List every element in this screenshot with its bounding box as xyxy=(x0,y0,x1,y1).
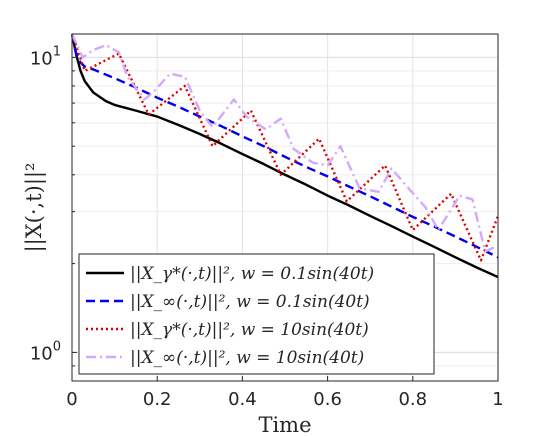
x-tick-label: 0.8 xyxy=(398,389,427,410)
y-tick-label: 100 xyxy=(30,339,61,364)
y-tick-label: 101 xyxy=(30,44,61,69)
legend-label: ||X_∞(·,t)||², w = 0.1sin(40t) xyxy=(130,292,370,312)
x-tick-label: 0.2 xyxy=(143,389,172,410)
x-tick-label: 1 xyxy=(492,389,503,410)
legend-box xyxy=(78,253,435,375)
legend-label: ||X_γ*(·,t)||², w = 0.1sin(40t) xyxy=(130,264,374,284)
x-axis-label: Time xyxy=(258,413,311,436)
series-line-3 xyxy=(70,33,500,262)
series-line-4 xyxy=(70,33,499,253)
plot-frame xyxy=(71,33,499,382)
x-tick-label: 0.4 xyxy=(228,389,257,410)
legend-label: ||X_∞(·,t)||², w = 10sin(40t) xyxy=(130,348,364,368)
x-tick-label: 0 xyxy=(66,389,77,410)
legend: ||X_γ*(·,t)||², w = 0.1sin(40t) ||X_∞(·,t… xyxy=(78,253,435,375)
series-line-1 xyxy=(70,33,499,279)
legend-label: ||X_γ*(·,t)||², w = 10sin(40t) xyxy=(130,320,369,340)
tick-layer: 0 0.2 0.4 0.6 0.8 1 100 101 xyxy=(30,44,504,410)
series-line-2 xyxy=(70,33,499,259)
y-axis-label: ||X(·,t)||² xyxy=(22,163,47,253)
x-tick-label: 0.6 xyxy=(313,389,342,410)
series-layer xyxy=(70,33,500,279)
